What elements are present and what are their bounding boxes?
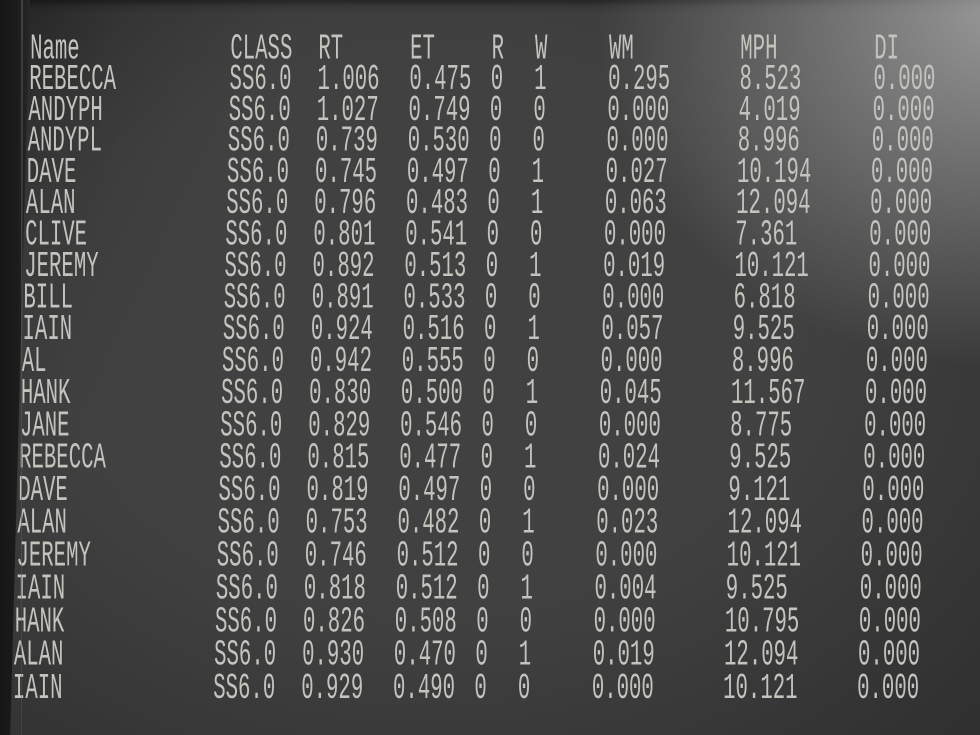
svg-text:IAINSS6.00.9290.490000.00010.1: IAIN SS6.0 0.929 0.490 0 0 0.000 10.121 0.000 <box>13 668 919 709</box>
